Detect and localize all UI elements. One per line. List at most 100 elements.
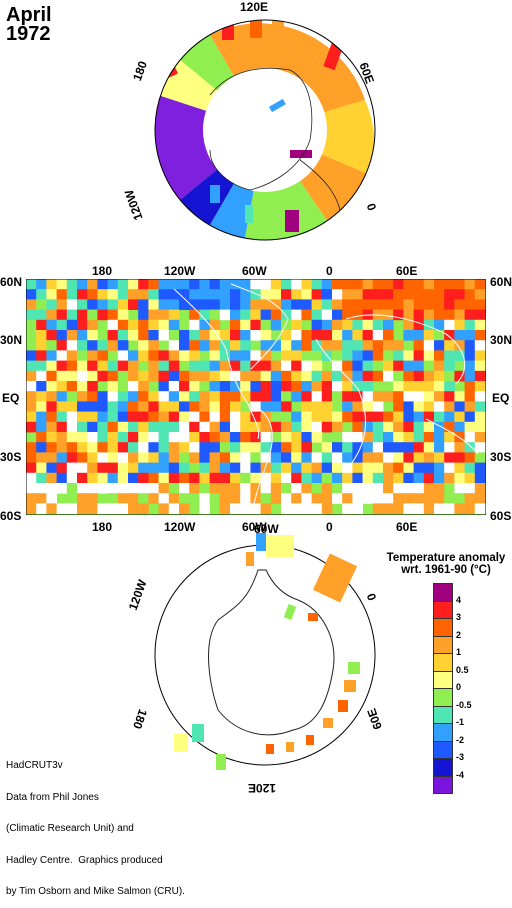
grid-cell	[168, 381, 180, 392]
grid-cell	[464, 340, 476, 351]
grid-cell	[138, 319, 149, 331]
grid-cell	[209, 421, 221, 433]
grid-cell	[362, 401, 374, 412]
grid-cell	[148, 360, 159, 372]
grid-cell	[199, 493, 210, 504]
grid-cell	[138, 493, 149, 504]
grid-cell	[199, 472, 210, 484]
grid-cell	[46, 391, 57, 402]
grid-cell	[56, 370, 68, 382]
grid-cell	[352, 330, 363, 341]
mid-bottom-60w: 60W	[242, 520, 267, 534]
grid-cell	[148, 472, 159, 484]
grid-cell	[474, 360, 486, 372]
grid-cell	[26, 299, 37, 310]
grid-cell	[107, 330, 119, 341]
grid-cell	[403, 309, 414, 321]
grid-cell	[352, 299, 363, 310]
grid-cell	[321, 462, 333, 474]
grid-cell	[413, 391, 425, 402]
grid-cell	[352, 319, 363, 331]
grid-cell	[26, 442, 37, 453]
grid-cell	[444, 483, 455, 494]
grid-cell	[393, 350, 404, 361]
grid-cell	[117, 391, 129, 402]
grid-cell	[250, 452, 261, 463]
grid-cell	[352, 493, 363, 504]
grid-cell	[240, 370, 251, 382]
grid-cell	[474, 350, 486, 361]
grid-cell	[36, 319, 47, 331]
grid-cell	[403, 432, 414, 443]
grid-cell	[383, 483, 394, 494]
grid-cell	[128, 472, 139, 484]
north-coastline	[209, 67, 313, 191]
grid-cell	[474, 340, 486, 351]
grid-cell	[240, 289, 251, 300]
legend-swatch	[433, 723, 453, 742]
grid-cell	[372, 401, 384, 412]
grid-cell	[393, 289, 404, 300]
credit-line3: (Climatic Research Unit) and	[6, 823, 134, 834]
grid-cell	[372, 411, 384, 423]
grid-cell	[403, 381, 414, 392]
grid-cell	[342, 279, 353, 290]
grid-cell	[352, 421, 363, 433]
grid-cell	[26, 381, 37, 392]
grid-cell	[117, 411, 129, 423]
grid-cell	[46, 279, 57, 290]
north-map-border	[154, 19, 376, 241]
grid-cell	[332, 299, 343, 310]
grid-cell	[168, 432, 180, 443]
grid-cell	[342, 309, 353, 321]
grid-cell	[97, 350, 108, 361]
grid-cell	[423, 462, 435, 474]
grid-cell	[26, 401, 37, 412]
grid-cell	[362, 360, 374, 372]
grid-cell	[413, 442, 425, 453]
grid-cell	[434, 381, 445, 392]
grid-cell	[189, 493, 200, 504]
grid-cell	[270, 370, 282, 382]
grid-cell	[444, 319, 455, 331]
grid-cell	[464, 370, 476, 382]
grid-cell	[56, 330, 68, 341]
grid-cell	[311, 472, 323, 484]
grid-cell	[199, 442, 210, 453]
grid-cell	[158, 309, 170, 321]
grid-cell	[403, 289, 414, 300]
grid-cell	[128, 330, 139, 341]
grid-cell	[342, 350, 353, 361]
grid-cell	[66, 472, 78, 484]
south-anomaly-cells	[174, 533, 360, 770]
grid-cell	[321, 493, 333, 504]
grid-cell	[219, 330, 231, 341]
grid-cell	[413, 472, 425, 484]
grid-cell	[301, 421, 312, 433]
grid-cell	[36, 401, 47, 412]
grid-cell	[189, 370, 200, 382]
grid-cell	[270, 462, 282, 474]
grid-cell	[352, 452, 363, 463]
legend-level-label: 2	[456, 629, 462, 640]
grid-cell	[434, 503, 445, 514]
grid-cell	[281, 370, 292, 382]
grid-cell	[342, 462, 353, 474]
grid-cell	[454, 442, 465, 453]
grid-cell	[342, 340, 353, 351]
legend-swatch	[433, 618, 453, 637]
grid-cell	[311, 503, 323, 514]
south-label-120e: 120E	[248, 781, 277, 795]
legend-level-label: -4	[456, 769, 465, 780]
grid-cell	[128, 289, 139, 300]
grid-cell	[342, 442, 353, 453]
grid-cell	[423, 330, 435, 341]
grid-cell	[56, 279, 68, 290]
credit-line1: HadCRUT3v	[6, 760, 63, 771]
grid-cell	[189, 319, 200, 331]
grid-cell	[87, 472, 98, 484]
grid-cell	[148, 330, 159, 341]
grid-cell	[179, 493, 190, 504]
grid-cell	[281, 309, 292, 321]
grid-cell	[464, 432, 476, 443]
